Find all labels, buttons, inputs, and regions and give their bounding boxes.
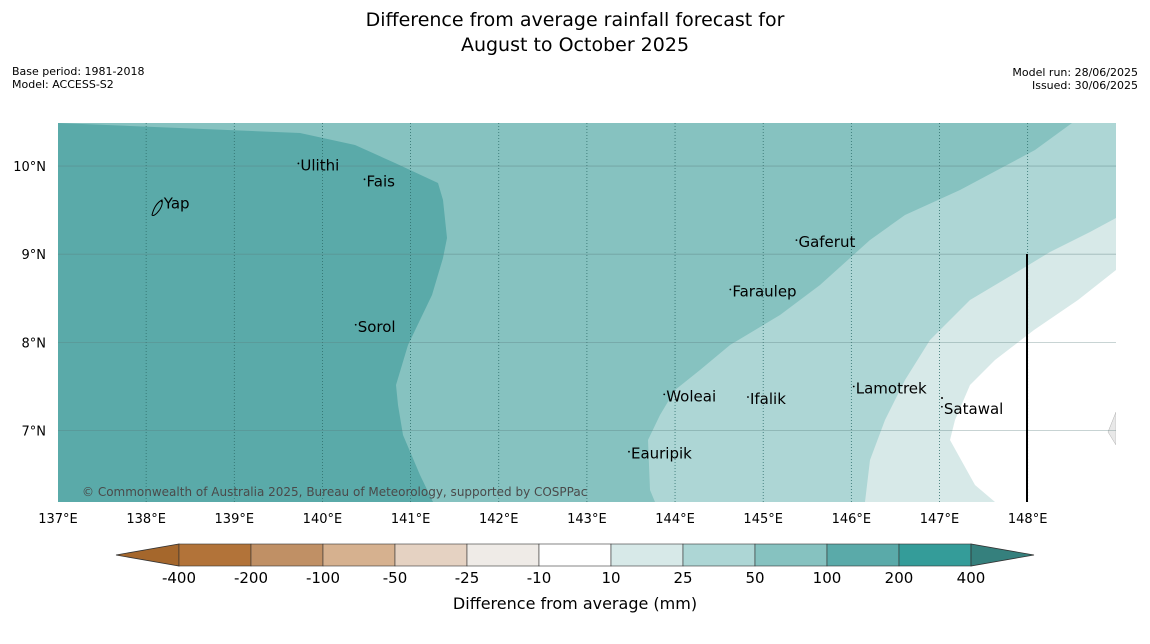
land-edge [1107, 411, 1116, 446]
region-100-200 [58, 123, 447, 502]
colorbar-segment [610, 543, 684, 567]
colorbar-label: 400 [957, 569, 986, 587]
place-satawal: Satawal [941, 400, 1003, 418]
place-label: Lamotrek [856, 379, 927, 397]
island-marker [363, 178, 366, 181]
island-marker [729, 288, 732, 291]
colorbar-left-extension [115, 543, 180, 567]
issued-text: Issued: 30/06/2025 [1031, 79, 1138, 92]
lon-tick-label: 147°E [920, 512, 960, 527]
lon-tick-label: 144°E [655, 512, 695, 527]
chart-title: Difference from average rainfall forecas… [0, 8, 1150, 58]
model-run-text: Model run: 28/06/2025 [1012, 66, 1138, 79]
copyright-text: © Commonwealth of Australia 2025, Bureau… [82, 485, 587, 499]
place-label: Yap [163, 194, 190, 212]
colorbar-segment [466, 543, 540, 567]
place-label: Satawal [944, 400, 1003, 418]
island-marker [628, 450, 630, 453]
colorbar-label: -25 [455, 569, 480, 587]
place-label: Sorol [358, 318, 396, 336]
colorbar-label: -400 [162, 569, 196, 587]
colorbar-label: -50 [383, 569, 408, 587]
lon-tick-label: 137°E [38, 512, 78, 527]
place-label: Fais [367, 172, 396, 190]
place-label: Eauripik [631, 445, 692, 463]
place-woleai: Woleai [663, 387, 716, 405]
longitude-axis: 137°E 138°E 139°E 140°E 141°E 142°E 143°E 144°E… [38, 512, 1047, 527]
lon-tick-label: 145°E [743, 512, 783, 527]
map-area [58, 123, 1116, 502]
colorbar-right-extension [970, 543, 1035, 567]
place-ulithi: Ulithi [297, 156, 339, 174]
colorbar-segment [682, 543, 756, 567]
base-info: Base period: 1981-2018 Model: ACCESS-S2 [12, 65, 144, 91]
lat-tick-label: 8°N [22, 336, 47, 351]
latitude-axis: 7°N 8°N 9°N 10°N [13, 160, 46, 439]
place-ifalik: Ifalik [747, 390, 786, 408]
colorbar-segment [178, 543, 252, 567]
colorbar-segment [250, 543, 324, 567]
lon-tick-label: 141°E [391, 512, 431, 527]
lon-tick-label: 148°E [1008, 512, 1048, 527]
place-yap: Yap [160, 194, 190, 212]
place-eauripik: Eauripik [628, 445, 692, 463]
lon-tick-label: 142°E [479, 512, 519, 527]
region-10-minus [950, 270, 1116, 502]
place-label: Ulithi [300, 156, 339, 174]
colorbar-segment [754, 543, 828, 567]
title-line-2: August to October 2025 [460, 34, 690, 56]
colorbar-label: -200 [234, 569, 268, 587]
place-gaferut: Gaferut [795, 233, 855, 251]
place-label: Faraulep [732, 283, 796, 301]
island-marker [795, 239, 798, 242]
colorbar-label: -10 [527, 569, 552, 587]
gridlines [58, 123, 1116, 502]
colorbar-segment [826, 543, 900, 567]
island-marker [941, 397, 943, 399]
colorbar-segment [898, 543, 972, 567]
places-layer: Yap Ulithi Fais Gaferut Faraulep Sorol Lamotre… [151, 156, 1003, 463]
lon-tick-label: 146°E [832, 512, 872, 527]
place-label: Ifalik [750, 390, 786, 408]
model-text: Model: ACCESS-S2 [12, 78, 114, 91]
title-line-1: Difference from average rainfall forecas… [365, 9, 785, 31]
colorbar-label: 100 [813, 569, 842, 587]
place-lamotrek: Lamotrek [852, 379, 927, 397]
legend-title: Difference from average (mm) [452, 594, 698, 613]
colorbar-label: 25 [673, 569, 692, 587]
island-marker [354, 323, 357, 326]
colorbar-segment [322, 543, 396, 567]
yap-island-shape [151, 199, 163, 216]
lon-tick-label: 138°E [126, 512, 166, 527]
island-marker [297, 162, 300, 165]
island-marker [663, 393, 666, 396]
colorbar-segment [394, 543, 468, 567]
place-sorol: Sorol [354, 318, 396, 336]
colorbar-segment [538, 543, 612, 567]
base-period-text: Base period: 1981-2018 [12, 65, 145, 78]
place-label: Woleai [666, 387, 716, 405]
lat-tick-label: 10°N [13, 160, 46, 175]
lat-tick-label: 9°N [22, 248, 47, 263]
place-fais: Fais [363, 172, 396, 190]
colorbar-label: -100 [306, 569, 340, 587]
colorbar-label: 200 [885, 569, 914, 587]
place-label: Gaferut [798, 233, 855, 251]
lon-tick-label: 139°E [215, 512, 255, 527]
colorbar-label: 50 [745, 569, 764, 587]
lat-tick-label: 7°N [22, 425, 47, 440]
island-marker [747, 396, 749, 398]
island-marker [852, 385, 855, 388]
lon-tick-label: 140°E [303, 512, 343, 527]
place-faraulep: Faraulep [729, 283, 797, 301]
lon-tick-label: 143°E [567, 512, 607, 527]
run-info: Model run: 28/06/2025 Issued: 30/06/2025 [1012, 66, 1138, 92]
island-marker [941, 405, 943, 408]
colorbar-label: 10 [601, 569, 620, 587]
colorbar: -400 -200 -100 -50 -25 -10 10 25 50 100 200 400 [115, 543, 1035, 587]
